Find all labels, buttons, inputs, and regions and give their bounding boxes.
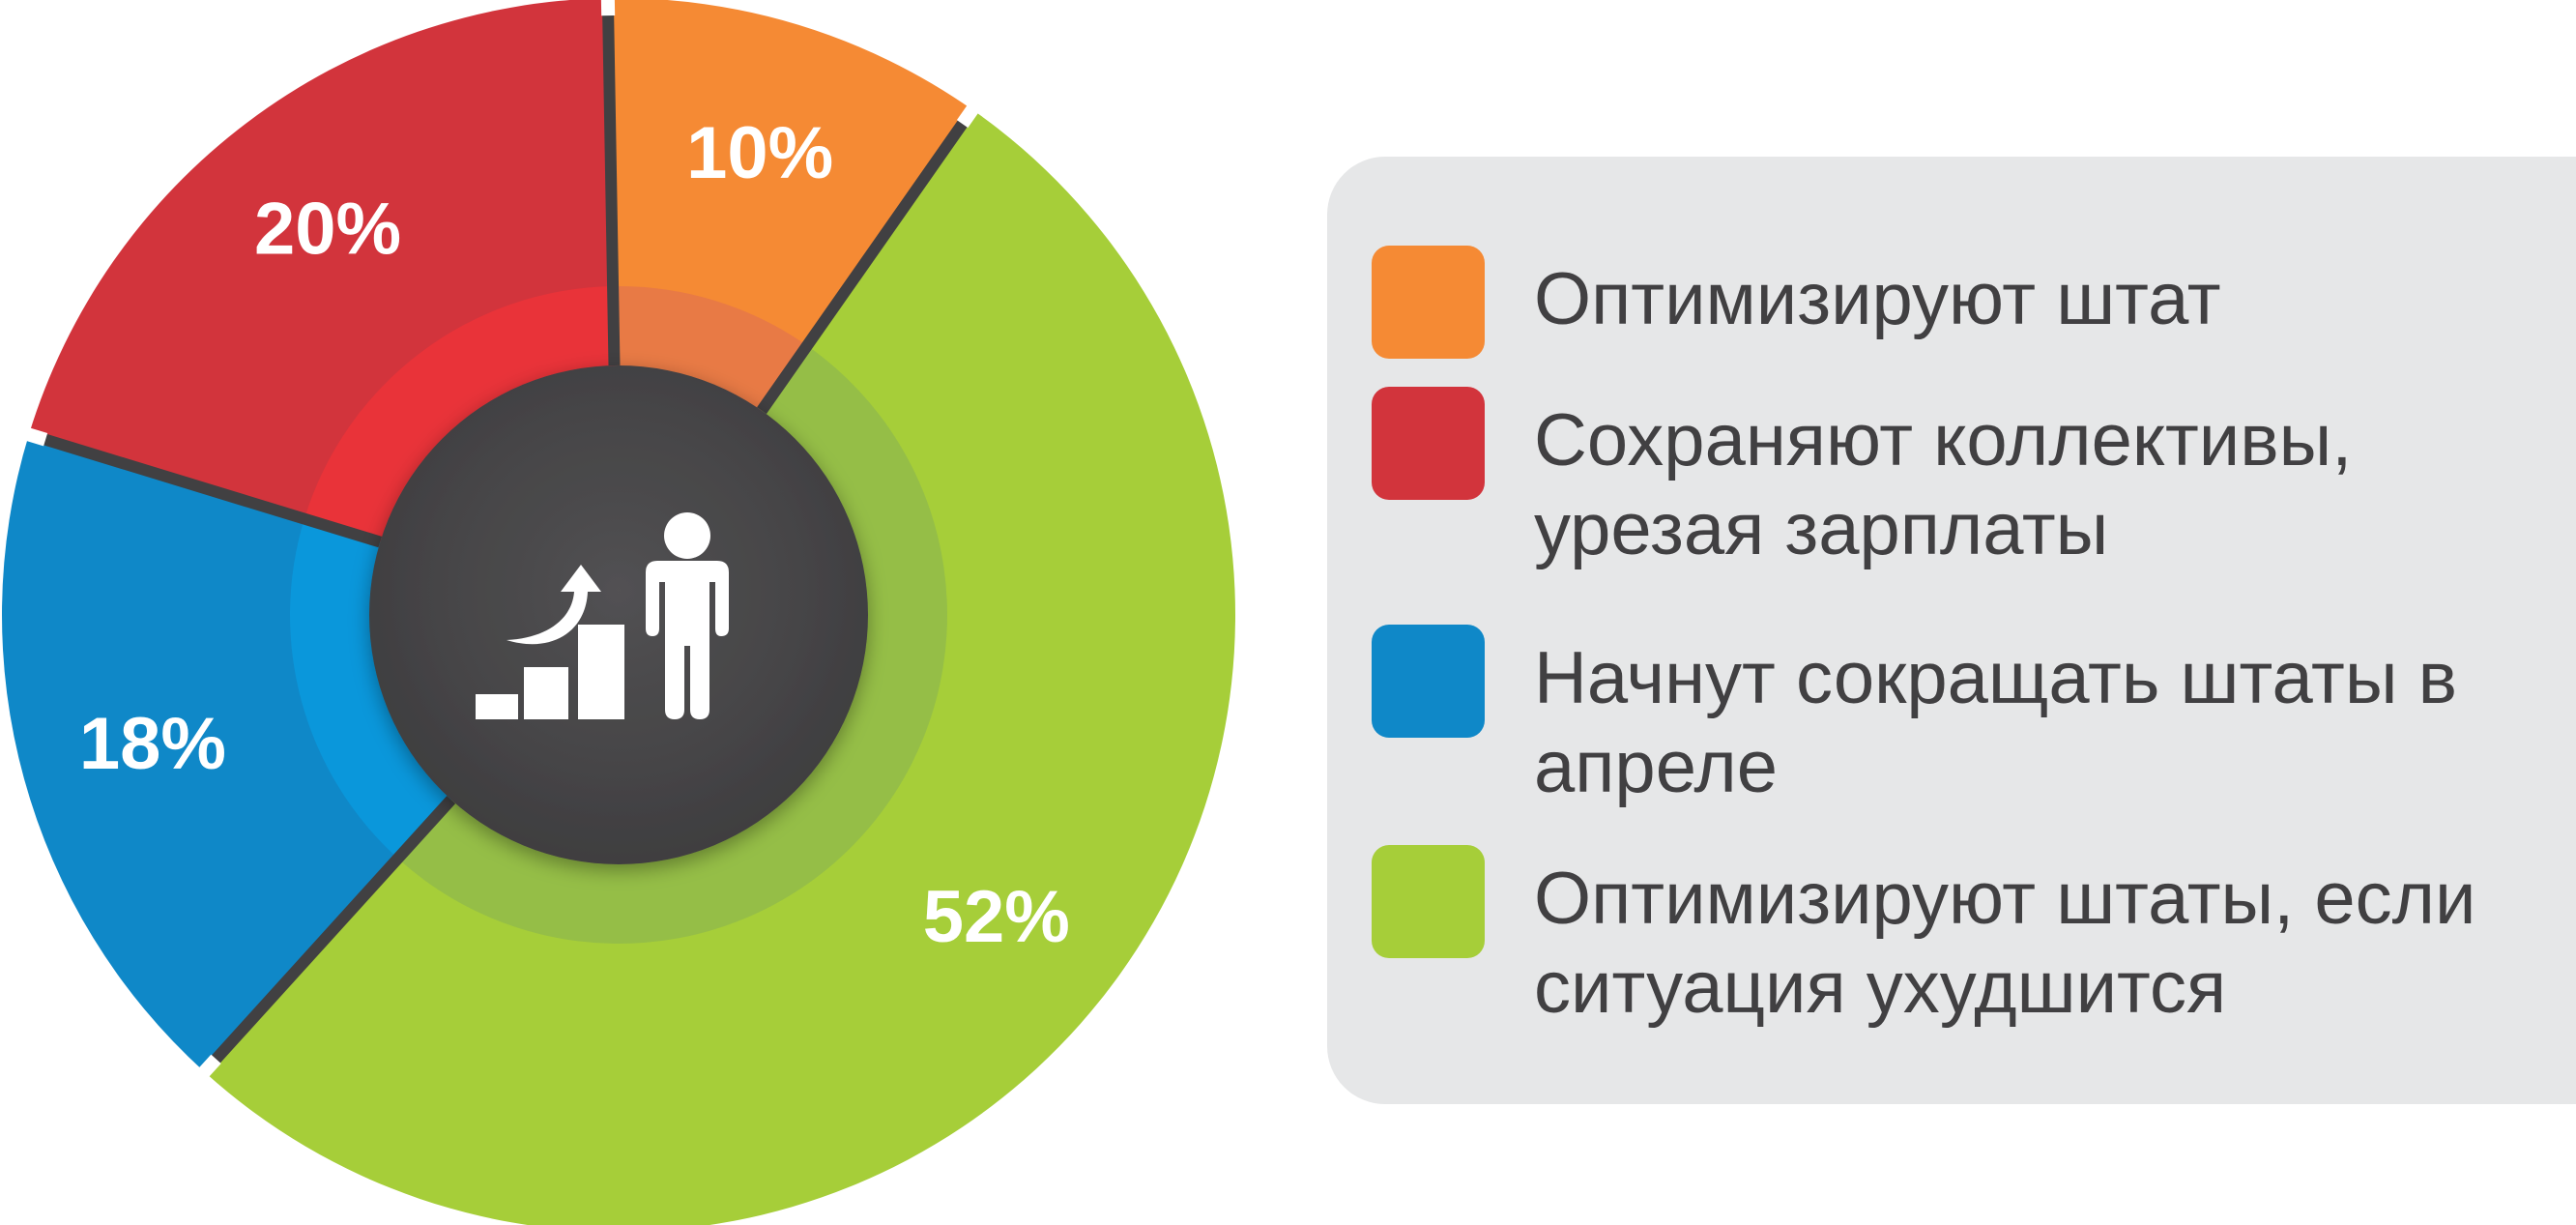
legend-label: Сохраняют коллективы, урезая зарплаты (1534, 399, 2353, 570)
legend-panel: Оптимизируют штат Сохраняют коллективы, … (1327, 157, 2576, 1104)
slice-rim-gap (23, 426, 48, 447)
slice-rim-gap (196, 1054, 221, 1080)
legend-swatch-red (1372, 387, 1485, 500)
slice-separators (23, 0, 980, 1080)
legend-label: Оптимизируют штаты, если ситуация ухудши… (1534, 858, 2476, 1029)
slice-rim-gap (956, 102, 980, 129)
slice-separator (25, 428, 383, 548)
legend-swatch-orange (1372, 246, 1485, 359)
donut-chart: 10% 52% 18% 20% (2, 0, 1235, 1225)
legend-swatch-blue (1372, 625, 1485, 738)
slice-separator (198, 796, 456, 1078)
legend-label: Начнут сокращать штаты в апреле (1534, 637, 2457, 808)
slice-value-label-green: 52% (923, 876, 1070, 958)
slice-value-label-blue: 18% (79, 703, 226, 785)
legend-label: Оптимизируют штат (1534, 258, 2221, 340)
slice-separator (601, 0, 621, 366)
center-circle (369, 365, 868, 864)
slice-separator (757, 104, 979, 415)
slice-value-label-red: 20% (254, 189, 401, 271)
career-growth-person-icon (476, 512, 729, 719)
slice-value-label-orange: 10% (686, 112, 833, 194)
legend-swatch-green (1372, 845, 1485, 958)
slice-labels: 10% 52% 18% 20% (79, 112, 1070, 958)
